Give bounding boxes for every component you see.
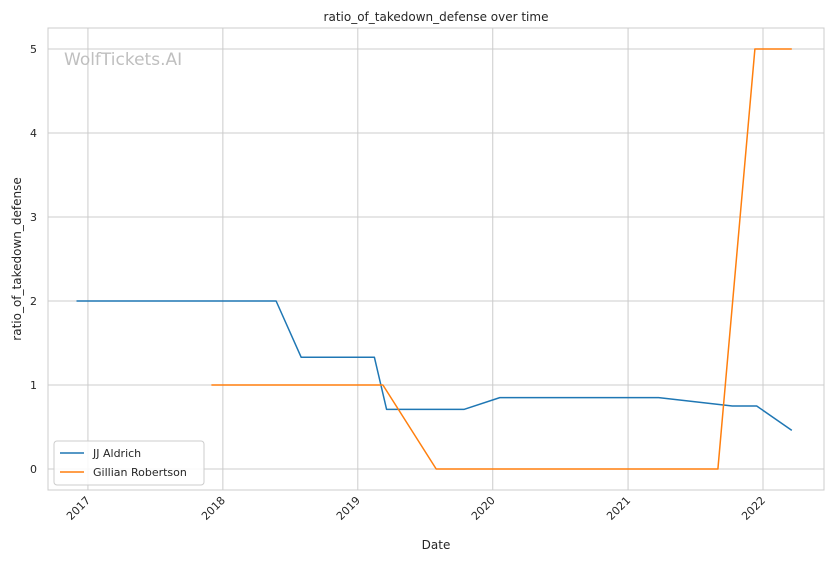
plot-area [47,27,825,491]
y-tick-label: 2 [30,295,37,308]
x-tick-label: 2021 [604,494,633,523]
x-tick-labels: 2017 2018 2019 2020 2021 2022 [64,494,768,523]
y-tick-label: 4 [30,127,37,140]
y-tick-label: 0 [30,463,37,476]
y-tick-label: 3 [30,211,37,224]
y-axis-label: ratio_of_takedown_defense [10,177,24,340]
series-line-jj-aldrich [76,300,793,432]
watermark: WolfTickets.AI [64,50,182,70]
y-tick-labels: 0 1 2 3 4 5 [30,43,37,476]
chart-title: ratio_of_takedown_defense over time [324,10,549,24]
legend-label-gillian-robertson: Gillian Robertson [93,466,187,479]
x-tick-label: 2017 [64,494,93,523]
x-tick-label: 2022 [739,494,768,523]
x-tick-label: 2020 [469,494,498,523]
x-tick-label: 2019 [334,494,363,523]
legend: JJ Aldrich Gillian Robertson [53,440,205,486]
legend-box [53,440,205,486]
legend-label-jj-aldrich: JJ Aldrich [92,447,141,460]
series-lines [76,48,793,470]
y-tick-label: 1 [30,379,37,392]
x-tick-label: 2018 [199,494,228,523]
x-axis-label: Date [422,538,451,552]
series-line-gillian-robertson [211,48,792,470]
y-tick-label: 5 [30,43,37,56]
